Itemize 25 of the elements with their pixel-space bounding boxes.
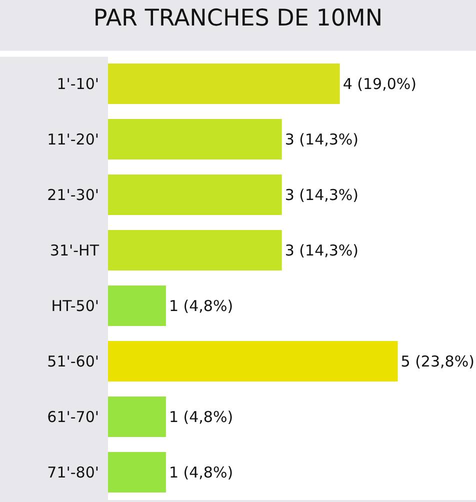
data-label: 5 (23,8%) — [400, 352, 474, 370]
y-tick-label: 21'-30' — [47, 186, 99, 204]
bar — [108, 452, 166, 493]
data-label: 4 (19,0%) — [342, 74, 416, 93]
bar — [108, 285, 166, 326]
bar — [108, 118, 282, 160]
y-tick-label: 61'-70' — [47, 408, 99, 426]
y-tick-label: 71'-80' — [47, 464, 99, 482]
data-label: 3 (14,3%) — [284, 130, 359, 148]
bar — [108, 340, 398, 382]
data-label: 1 (4,8%) — [168, 408, 234, 426]
bar — [108, 396, 166, 438]
bar — [108, 230, 282, 271]
data-label: 3 (14,3%) — [284, 241, 359, 260]
y-tick-label: 51'-60' — [47, 352, 99, 370]
bar — [108, 174, 282, 216]
y-tick-label: 31'-HT — [50, 242, 100, 260]
chart-title: PAR TRANCHES DE 10MN — [93, 6, 383, 32]
y-tick-label: 11'-20' — [47, 130, 99, 148]
data-label: 1 (4,8%) — [168, 463, 234, 482]
y-tick-label: 1'-10' — [56, 75, 99, 93]
data-label: 3 (14,3%) — [284, 186, 359, 204]
y-tick-label: HT-50' — [51, 297, 99, 315]
bar — [108, 63, 340, 104]
data-label: 1 (4,8%) — [168, 296, 234, 315]
